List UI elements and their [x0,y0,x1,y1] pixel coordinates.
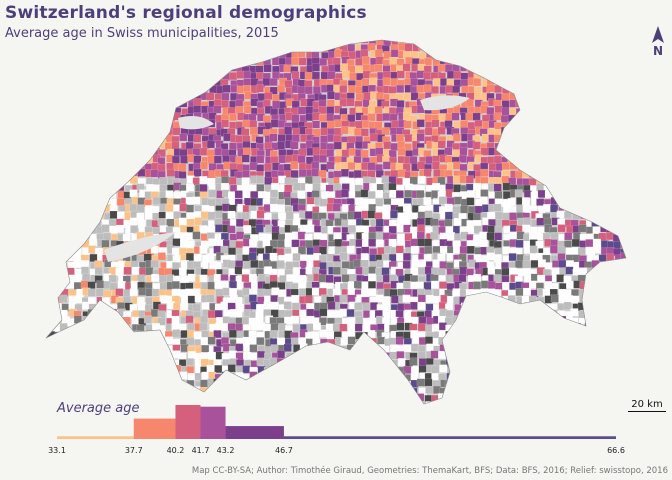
north-label: N [652,44,664,58]
legend-bar [175,405,201,439]
legend-tick-label: 40.2 [166,446,185,455]
page-title: Switzerland's regional demographics [5,3,367,23]
lake [104,232,176,262]
source-caption: Map CC-BY-SA; Author: Timothée Giraud, G… [191,466,668,476]
page-subtitle: Average age in Swiss municipalities, 201… [5,26,279,41]
legend-tick-label: 37.7 [124,446,143,455]
legend-tick-label: 46.7 [275,446,293,455]
legend-tick-label: 66.6 [607,446,625,455]
legend-bar [283,436,616,439]
lake [178,116,214,130]
legend-bar [133,418,176,439]
legend-bar [225,426,284,439]
legend-bar [57,436,134,439]
north-arrow: N [647,26,669,58]
legend-tick-label: 43.2 [216,446,235,455]
north-arrow-icon [652,26,664,43]
legend-title: Average age [57,401,140,416]
legend-tick-label: 33.1 [48,446,66,455]
lake [420,95,470,111]
scale-bar: 20 km [628,399,666,412]
legend-bar [200,406,226,439]
legend-tick-label: 41.7 [191,446,210,455]
country-border [45,39,627,405]
